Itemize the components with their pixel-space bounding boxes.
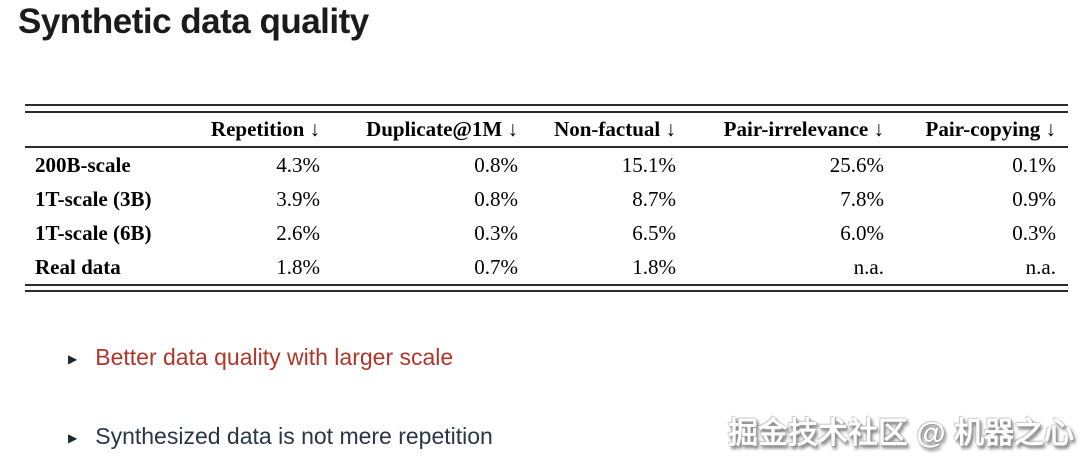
table-cell: n.a. <box>853 254 884 279</box>
table-cell: 4.3% <box>276 152 320 177</box>
table-cell: 6.0% <box>840 220 884 245</box>
table-header-rule <box>25 146 1068 148</box>
table-cell: 0.1% <box>1012 152 1056 177</box>
table-row: Real data 1.8% 0.7% 1.8% n.a. n.a. <box>25 250 1068 284</box>
table-cell: n.a. <box>1025 254 1056 279</box>
table-cell: 0.7% <box>474 254 518 279</box>
table-cell: 0.9% <box>1012 186 1056 211</box>
row-label: Real data <box>35 254 121 279</box>
triangle-bullet-icon: ▶ <box>68 430 78 445</box>
table-bottom-rule <box>25 284 1068 292</box>
table-cell: 0.3% <box>1012 220 1056 245</box>
bullet-text: Better data quality with larger scale <box>95 344 454 370</box>
table-cell: 0.3% <box>474 220 518 245</box>
table-cell: 2.6% <box>276 220 320 245</box>
table-row: 1T-scale (6B) 2.6% 0.3% 6.5% 6.0% 0.3% <box>25 216 1068 250</box>
page-title: Synthetic data quality <box>18 2 369 41</box>
table-cell: 25.6% <box>829 152 884 177</box>
column-header-pair-copying: Pair-copying ↓ <box>925 117 1056 141</box>
row-label: 1T-scale (6B) <box>35 220 152 245</box>
table-row: 1T-scale (3B) 3.9% 0.8% 8.7% 7.8% 0.9% <box>25 182 1068 216</box>
column-header-repetition: Repetition ↓ <box>210 117 320 141</box>
table-top-rule <box>25 104 1068 113</box>
row-label: 1T-scale (3B) <box>35 186 152 211</box>
bullet-item-repetition: ▶ Synthesized data is not mere repetitio… <box>68 423 493 450</box>
table-cell: 8.7% <box>632 186 676 211</box>
table-cell: 1.8% <box>632 254 676 279</box>
row-label: 200B-scale <box>35 152 131 177</box>
table-row: 200B-scale 4.3% 0.8% 15.1% 25.6% 0.1% <box>25 148 1068 182</box>
table-cell: 7.8% <box>840 186 884 211</box>
data-quality-table: Repetition ↓ Duplicate@1M ↓ Non-factual … <box>25 104 1068 292</box>
watermark: 掘金技术社区 @ 机器之心 <box>728 417 1074 450</box>
column-header-nonfactual: Non-factual ↓ <box>554 117 676 141</box>
table-cell: 0.8% <box>474 152 518 177</box>
column-header-duplicate: Duplicate@1M ↓ <box>366 117 518 141</box>
bullet-text: Synthesized data is not mere repetition <box>95 423 493 449</box>
table-cell: 15.1% <box>621 152 676 177</box>
table-cell: 1.8% <box>276 254 320 279</box>
table-cell: 3.9% <box>276 186 320 211</box>
table-header-row: Repetition ↓ Duplicate@1M ↓ Non-factual … <box>25 113 1068 146</box>
table-cell: 6.5% <box>632 220 676 245</box>
bullet-item-quality: ▶ Better data quality with larger scale <box>68 344 453 371</box>
table-cell: 0.8% <box>474 186 518 211</box>
column-header-pair-irrelevance: Pair-irrelevance ↓ <box>723 117 884 141</box>
triangle-bullet-icon: ▶ <box>68 351 78 366</box>
